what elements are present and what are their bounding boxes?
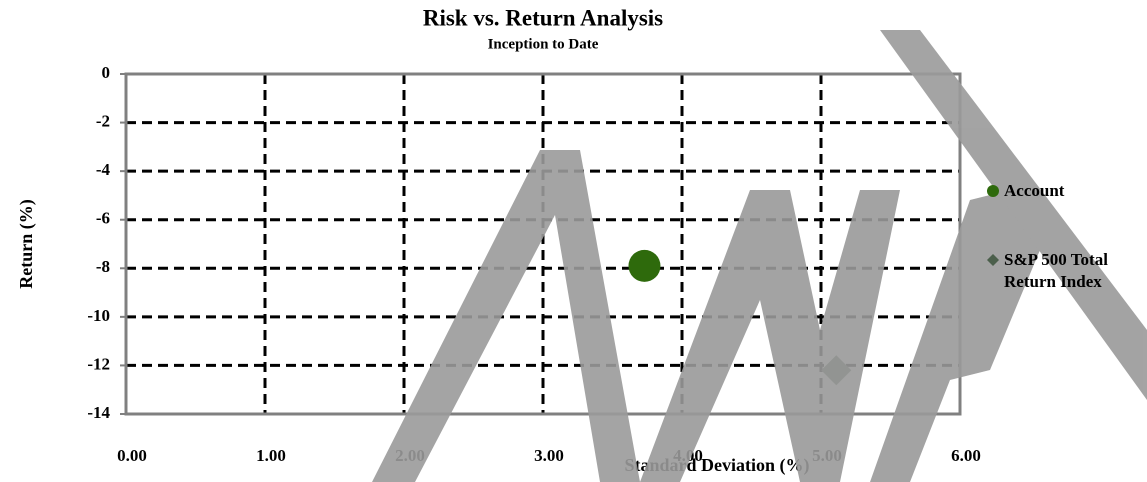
legend-entry: S&P 500 Total Return Index xyxy=(1004,250,1108,291)
y-tick-label: -10 xyxy=(87,306,110,325)
y-tick-label: -14 xyxy=(87,403,110,422)
x-tick-label: 3.00 xyxy=(534,446,564,465)
y-tick-label: -8 xyxy=(96,257,110,276)
y-axis-label: Return (%) xyxy=(16,199,37,288)
chart-title: Risk vs. Return Analysis xyxy=(423,5,663,30)
x-tick-label: 1.00 xyxy=(256,446,286,465)
y-tick-label: -4 xyxy=(96,160,111,179)
y-tick-label: 0 xyxy=(102,63,111,82)
legend-entry: Account xyxy=(1004,181,1065,200)
diamond-marker xyxy=(987,254,999,266)
y-tick-label: -2 xyxy=(96,111,110,130)
x-tick-label: 6.00 xyxy=(951,446,981,465)
circle-marker xyxy=(987,185,999,197)
y-tick-label: -12 xyxy=(87,354,110,373)
watermark-shape xyxy=(640,190,900,482)
watermark-shape xyxy=(372,150,640,482)
y-tick-label: -6 xyxy=(96,209,110,228)
watermark-shape xyxy=(870,190,1040,482)
chart-subtitle: Inception to Date xyxy=(488,36,599,52)
circle-marker xyxy=(628,249,661,282)
watermark-shape xyxy=(880,30,1147,400)
x-tick-label: 0.00 xyxy=(117,446,147,465)
watermark xyxy=(372,30,1147,482)
